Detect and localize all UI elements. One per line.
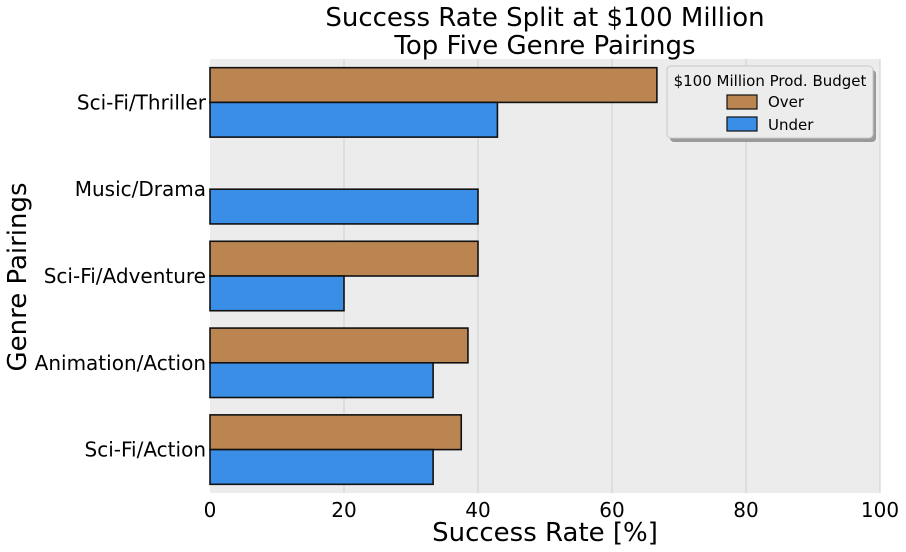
legend-swatch-over [726,94,758,110]
x-tick-label: 60 [599,498,624,522]
bar-under [209,448,434,486]
bar-over [209,66,658,104]
legend-swatch-under [726,116,758,132]
y-tick-label: Sci-Fi/Thriller [77,90,207,114]
legend: $100 Million Prod. Budget Over Under [666,65,876,142]
x-tick-label: 0 [204,498,217,522]
legend-box [666,65,874,139]
bar-over [209,414,463,451]
y-ticks: Sci-Fi/Thriller Music/Drama Sci-Fi/Adventu… [35,90,207,461]
bar-over [209,327,469,364]
bar-under [209,275,345,312]
bar-under [209,188,479,225]
legend-label-under: Under [768,116,814,134]
bar-under [209,361,434,399]
chart-title-line-1: Success Rate Split at $100 Million [325,3,764,33]
chart-title-line-2: Top Five Genre Pairings [393,31,695,61]
x-tick-label: 80 [733,498,758,522]
x-tick-label: 20 [331,498,356,522]
y-tick-label: Animation/Action [35,351,206,375]
x-ticks: 0 20 40 60 80 100 [204,498,899,522]
y-tick-label: Sci-Fi/Action [85,438,206,462]
y-tick-label: Music/Drama [75,177,206,201]
y-tick-label: Sci-Fi/Adventure [44,264,206,288]
bar-under [209,101,499,138]
y-axis-label: Genre Pairings [3,182,33,371]
bars [209,66,658,486]
x-axis-label: Success Rate [%] [432,518,658,548]
x-tick-label: 100 [861,498,899,522]
legend-label-over: Over [768,93,805,111]
bar-over [209,240,479,277]
x-tick-label: 40 [465,498,490,522]
legend-title: $100 Million Prod. Budget [674,72,867,90]
